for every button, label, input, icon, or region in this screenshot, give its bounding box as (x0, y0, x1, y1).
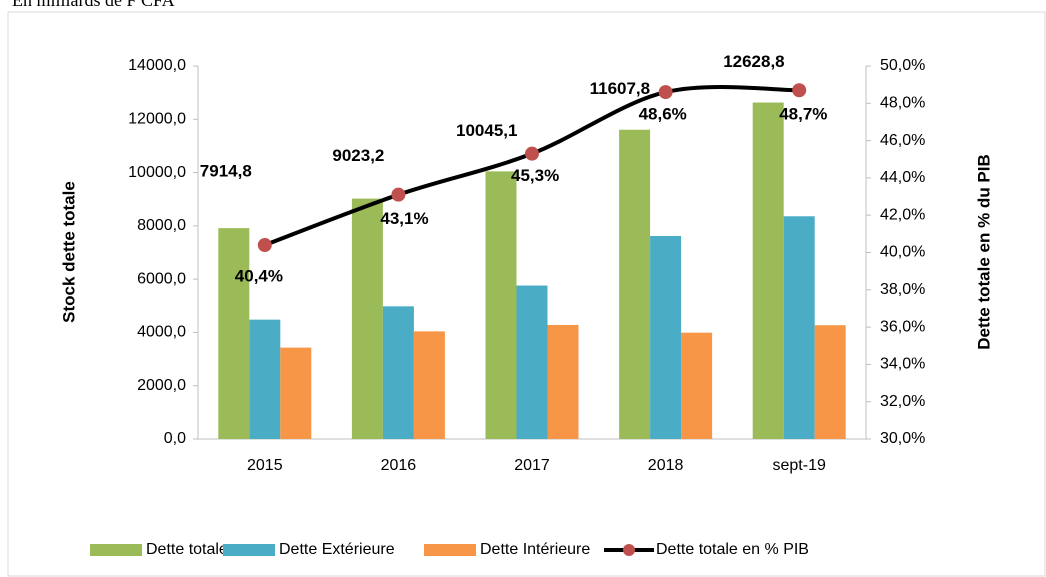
data-label: 10045,1 (456, 121, 517, 140)
legend-label: Dette Intérieure (480, 541, 590, 558)
y-tick-label: 6000,0 (137, 270, 186, 287)
bar (547, 324, 579, 439)
data-label: 11607,8 (590, 79, 651, 98)
x-tick-label: 2016 (381, 457, 417, 474)
legend-swatch (223, 544, 275, 556)
y2-tick-label: 44,0% (880, 169, 925, 186)
y-tick-label: 12000,0 (128, 111, 186, 128)
bar (382, 306, 414, 439)
y2-tick-label: 32,0% (880, 393, 925, 410)
legend-label: Dette totale en % PIB (656, 541, 809, 558)
bar (619, 129, 651, 439)
x-tick-label: 2015 (247, 457, 283, 474)
bar (485, 171, 517, 439)
bar (752, 102, 784, 439)
y-tick-label: 2000,0 (137, 377, 186, 394)
y2-tick-label: 50,0% (880, 57, 925, 74)
bar (351, 198, 383, 439)
data-label: 9023,2 (332, 146, 384, 165)
bar (249, 319, 281, 439)
data-label: 7914,8 (200, 162, 252, 181)
y-tick-label: 4000,0 (137, 324, 186, 341)
data-label: 45,3% (511, 166, 559, 185)
data-label: 43,1% (380, 209, 428, 228)
bar (516, 285, 548, 439)
y-tick-label: 0,0 (164, 430, 186, 447)
bar (280, 347, 312, 439)
legend-label: Dette totale (146, 541, 228, 558)
y2-tick-label: 36,0% (880, 318, 925, 335)
x-tick-label: sept-19 (773, 457, 826, 474)
legend-marker (623, 544, 635, 556)
y2-tick-label: 30,0% (880, 430, 925, 447)
bar (681, 332, 713, 439)
y-tick-label: 8000,0 (137, 217, 186, 234)
bar (783, 216, 815, 439)
legend-swatch (424, 544, 476, 556)
y2-axis-title: Dette totale en % du PIB (974, 154, 993, 350)
legend-label: Dette Extérieure (279, 541, 395, 558)
y2-tick-label: 48,0% (880, 95, 925, 112)
data-label: 40,4% (235, 267, 283, 286)
legend-swatch (90, 544, 142, 556)
bar (650, 235, 682, 439)
y-tick-label: 14000,0 (128, 57, 186, 74)
y-tick-label: 10000,0 (128, 164, 186, 181)
line-marker (391, 187, 406, 202)
y2-tick-label: 42,0% (880, 206, 925, 223)
bar (218, 228, 250, 439)
y2-tick-label: 40,0% (880, 244, 925, 261)
x-tick-label: 2018 (648, 457, 684, 474)
bar (814, 325, 846, 439)
data-label: 48,7% (779, 105, 827, 124)
line-marker (658, 85, 673, 100)
bar (413, 331, 445, 439)
line-marker (792, 83, 807, 98)
unit-note: En milliards de F CFA (12, 0, 175, 10)
y2-tick-label: 38,0% (880, 281, 925, 298)
y2-tick-label: 34,0% (880, 356, 925, 373)
line-marker (257, 238, 272, 253)
y-axis-title: Stock dette totale (59, 181, 78, 323)
line-marker (525, 146, 539, 161)
data-label: 12628,8 (723, 52, 784, 71)
data-label: 48,6% (639, 105, 687, 124)
y2-tick-label: 46,0% (880, 132, 925, 149)
x-tick-label: 2017 (514, 457, 550, 474)
